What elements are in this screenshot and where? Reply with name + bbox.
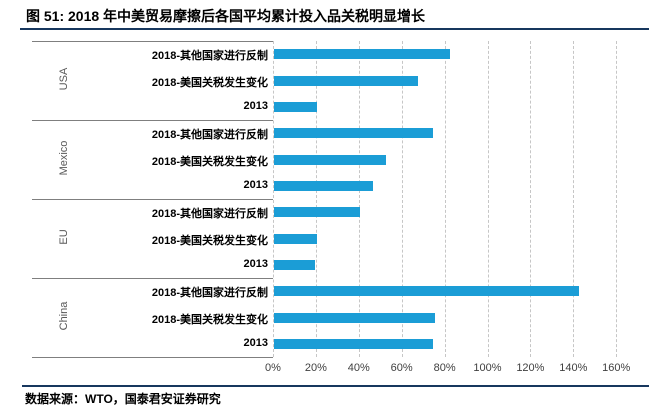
bar-label: 2013 — [243, 337, 268, 349]
group-separator — [32, 278, 273, 279]
gridline — [444, 41, 446, 357]
x-tick-label: 100% — [473, 362, 502, 374]
gridline — [573, 41, 575, 357]
gridline — [401, 41, 403, 357]
gridline — [616, 41, 618, 357]
x-tick-label: 60% — [390, 362, 413, 374]
bar — [274, 286, 579, 296]
bar-label: 2018-其他国家进行反制 — [151, 287, 268, 299]
bar — [274, 155, 386, 165]
bar-label: 2018-美国关税发生变化 — [151, 77, 268, 89]
bar-label: 2013 — [243, 179, 268, 191]
x-tick-label: 40% — [347, 362, 370, 374]
bar-label: 2018-美国关税发生变化 — [151, 235, 268, 247]
gridline — [487, 41, 489, 357]
group-separator — [32, 41, 273, 42]
bar-label: 2018-美国关税发生变化 — [151, 156, 268, 168]
x-tick-label: 120% — [516, 362, 545, 374]
title-rule — [20, 28, 649, 30]
bar — [274, 102, 317, 112]
gridline — [358, 41, 360, 357]
gridline — [315, 41, 317, 357]
group-separator — [32, 120, 273, 121]
gridline — [273, 41, 274, 357]
bar — [274, 234, 317, 244]
x-tick-label: 0% — [265, 362, 281, 374]
footer-rule — [22, 385, 649, 387]
bar-label: 2018-美国关税发生变化 — [151, 314, 268, 326]
bar — [274, 339, 433, 349]
bar-label: 2018-其他国家进行反制 — [151, 208, 268, 220]
figure-title: 图 51: 2018 年中美贸易摩擦后各国平均累计投入品关税明显增长 — [26, 8, 426, 24]
group-separator — [32, 199, 273, 200]
group-separator — [32, 357, 273, 358]
bar-label: 2018-其他国家进行反制 — [151, 129, 268, 141]
x-tick-label: 140% — [559, 362, 588, 374]
bar-label: 2013 — [243, 258, 268, 270]
bar — [274, 128, 433, 138]
bar-label: 2018-其他国家进行反制 — [151, 50, 268, 62]
bar — [274, 260, 315, 270]
data-source: 数据来源：WTO，国泰君安证券研究 — [25, 392, 221, 406]
x-tick-label: 20% — [304, 362, 327, 374]
gridline — [530, 41, 532, 357]
bar — [274, 207, 360, 217]
x-tick-label: 160% — [602, 362, 631, 374]
bar-label: 2013 — [243, 100, 268, 112]
bar — [274, 76, 418, 86]
bar — [274, 313, 435, 323]
bar — [274, 181, 373, 191]
bar — [274, 49, 450, 59]
x-tick-label: 80% — [433, 362, 456, 374]
